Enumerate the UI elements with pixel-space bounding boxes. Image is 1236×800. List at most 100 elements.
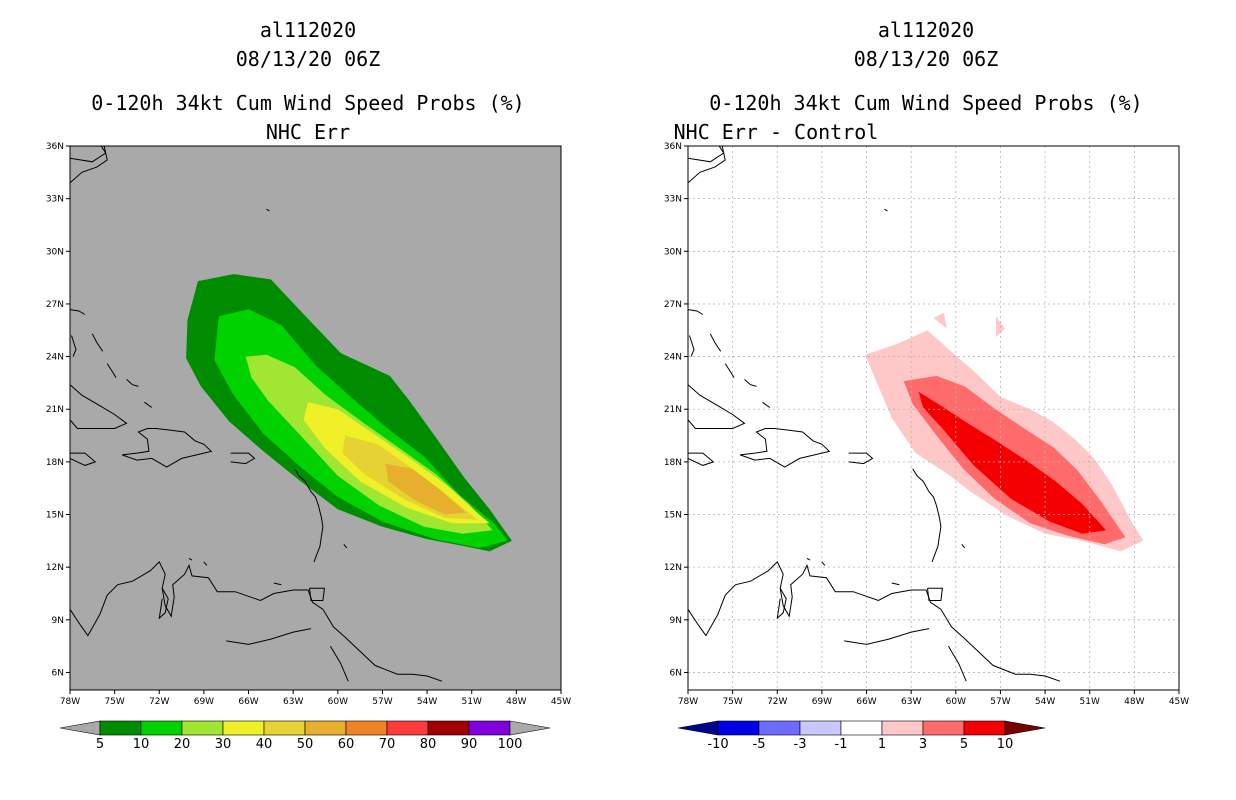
left-colorbar-box-7 (386, 720, 429, 736)
right-coastline-21 (884, 208, 888, 212)
left-lon-label: 51W (462, 697, 482, 707)
right-coastline-16 (806, 557, 811, 561)
left-lon-label: 69W (194, 697, 214, 707)
left-coastline-6 (144, 401, 153, 408)
right-chart-title: 0-120h 34kt Cum Wind Speed Probs (%) (709, 91, 1143, 115)
left-datetime: 08/13/20 06Z (235, 47, 381, 71)
left-map-frame (69, 145, 562, 691)
left-colorbar-box-9 (468, 720, 511, 736)
left-coastline-13 (70, 561, 443, 682)
right-coastline-5 (744, 379, 757, 387)
left-lon-label: 75W (104, 697, 124, 707)
left-coastline-18 (158, 587, 169, 620)
left-coastline-12 (343, 543, 348, 549)
left-coastline-21 (266, 208, 270, 212)
left-contour-50-5 (385, 463, 466, 515)
right-colorbar-box-5 (922, 720, 965, 736)
right-lat-label: 21N (664, 405, 682, 415)
left-coastline-16 (188, 557, 193, 561)
right-lon-label: 45W (1169, 697, 1189, 707)
left-lat-label: 24N (46, 353, 64, 363)
left-colorbar-box-2 (181, 720, 224, 736)
left-lon-label: 48W (506, 697, 526, 707)
left-colorbar-box-1 (140, 720, 183, 736)
right-contour-1-1 (933, 312, 947, 329)
right-lon-label: 69W (812, 697, 832, 707)
right-colorbar-label: 3 (919, 737, 927, 752)
left-lon-label: 63W (283, 697, 303, 707)
right-colorbar-label: 10 (997, 737, 1014, 752)
right-coastline-1 (688, 309, 704, 315)
left-coastline-1 (70, 309, 86, 315)
left-colorbar-label: 50 (297, 737, 314, 752)
right-lon-label: 48W (1124, 697, 1144, 707)
left-colorbar-under (59, 720, 101, 736)
left-lat-label: 21N (46, 405, 64, 415)
left-lat-label: 12N (46, 563, 64, 573)
left-lat-label: 18N (46, 458, 64, 468)
right-coastline-15 (891, 582, 900, 586)
left-colorbar-label: 30 (215, 737, 232, 752)
right-contour-5-4 (918, 391, 1107, 534)
left-lat-label: 27N (46, 300, 64, 310)
left-colorbar-label: 100 (498, 737, 523, 752)
right-coastline-12 (961, 543, 966, 549)
left-map-panel: 78W 75W 72W 69W 66W 63W 60W 57W 54W 51W 48W 45W 6N 9N… (46, 142, 571, 707)
left-chart-subtitle: NHC Err (265, 120, 351, 144)
left-lat-label: 36N (46, 142, 64, 152)
right-coastline-18 (776, 587, 787, 620)
left-coastline-11 (294, 468, 324, 563)
right-lon-label: 72W (767, 697, 787, 707)
right-colorbar-label: -1 (835, 737, 848, 752)
right-colorbar-label: 1 (878, 737, 886, 752)
left-lon-label: 72W (149, 697, 169, 707)
right-storm-id: al112020 (877, 18, 975, 42)
right-colorbar-under (677, 720, 719, 736)
right-map-panel: 78W 75W 72W 69W 66W 63W 60W 57W 54W 51W 48W 45W 6N 9N… (664, 142, 1189, 707)
left-colorbar-label: 90 (461, 737, 478, 752)
left-colorbar-label: 70 (379, 737, 396, 752)
right-colorbar-label: 5 (960, 737, 968, 752)
left-map-content (70, 146, 512, 682)
right-coastline-8 (688, 452, 715, 466)
left-coastline-4 (106, 363, 117, 378)
left-coastline-10 (230, 452, 256, 465)
right-lon-label: 63W (901, 697, 921, 707)
right-colorbar-box-3 (840, 720, 883, 736)
left-colorbar-label: 10 (133, 737, 150, 752)
left-lat-label: 9N (52, 616, 64, 626)
right-coastline-7 (688, 384, 746, 429)
left-coastline-9 (121, 428, 213, 468)
right-colorbar-box-1 (758, 720, 801, 736)
left-lat-label: 33N (46, 195, 64, 205)
right-colorbar-box-6 (963, 720, 1006, 736)
left-lon-label: 60W (328, 697, 348, 707)
left-coastline-8 (70, 452, 97, 466)
right-colorbar-box-4 (881, 720, 924, 736)
right-lat-label: 30N (664, 247, 682, 257)
left-coastline-15 (273, 582, 282, 586)
right-lon-label: 51W (1080, 697, 1100, 707)
right-lon-label: 54W (1035, 697, 1055, 707)
right-coastline-13 (688, 561, 1061, 682)
right-coastline-2 (689, 335, 695, 357)
right-coastline-14 (927, 587, 943, 601)
right-datetime: 08/13/20 06Z (853, 47, 999, 71)
left-coastline-20 (329, 645, 349, 682)
left-coastline-3 (91, 333, 104, 352)
right-lat-label: 18N (664, 458, 682, 468)
right-colorbar-box-2 (799, 720, 842, 736)
right-lon-label: 66W (856, 697, 876, 707)
right-colorbar-over (1004, 720, 1046, 736)
right-colorbar-label: -5 (753, 737, 766, 752)
left-colorbar: 5 10 20 30 40 50 60 70 80 90 100 (59, 720, 551, 752)
right-lat-label: 27N (664, 300, 682, 310)
right-coastline-9 (739, 428, 831, 468)
left-coastline-14 (309, 587, 325, 601)
left-storm-id: al112020 (259, 18, 357, 42)
right-coastline-17 (821, 561, 826, 566)
left-colorbar-box-5 (304, 720, 347, 736)
left-colorbar-box-3 (222, 720, 265, 736)
right-chart-subtitle: NHC Err - Control (673, 120, 879, 144)
left-colorbar-box-8 (427, 720, 470, 736)
